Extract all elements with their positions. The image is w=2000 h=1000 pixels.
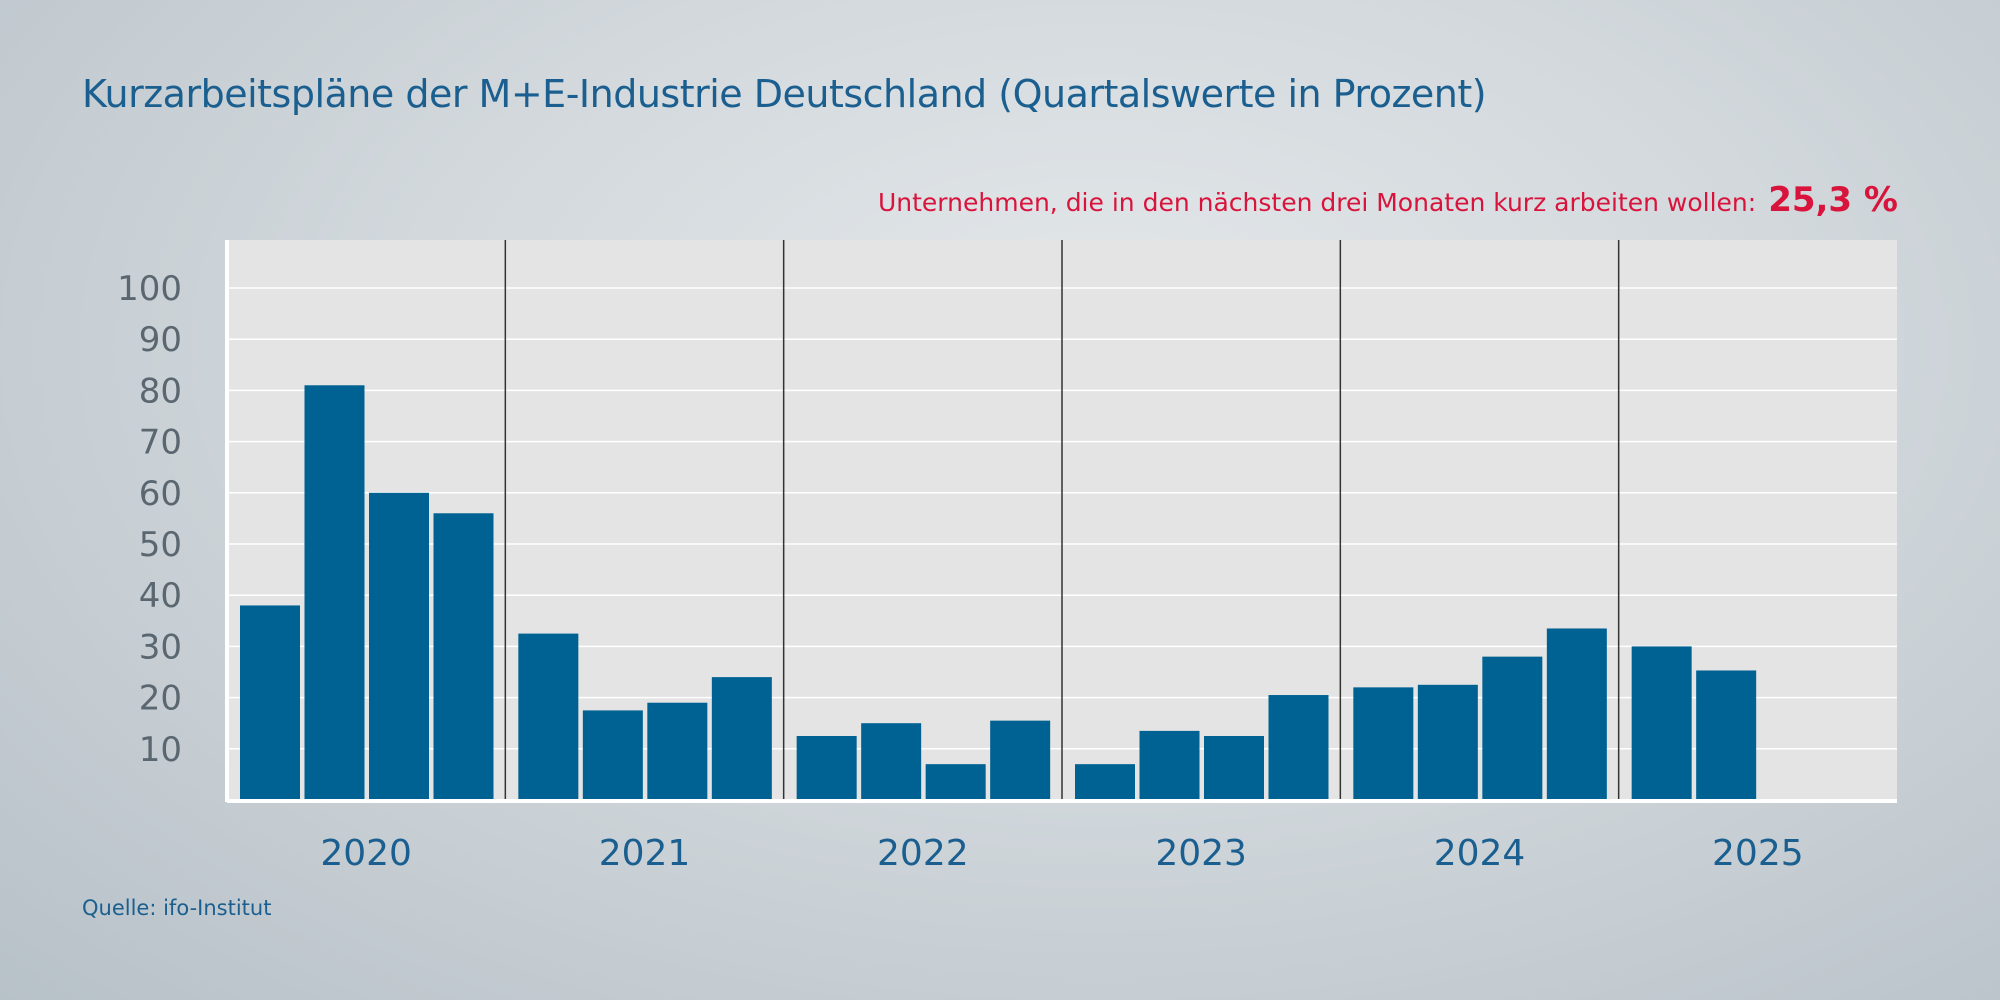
source-note: Quelle: ifo-Institut — [82, 896, 272, 920]
y-tick-label: 60 — [139, 474, 182, 514]
bar — [1631, 646, 1692, 800]
bars — [240, 385, 1757, 800]
x-category-label: 2022 — [877, 833, 969, 874]
y-tick-label: 100 — [117, 269, 182, 309]
x-category-label: 2024 — [1434, 833, 1526, 874]
x-category-label: 2021 — [599, 833, 691, 874]
x-category-label: 2025 — [1712, 833, 1804, 874]
bar — [518, 633, 579, 800]
highlight-label: Unternehmen, die in den nächsten drei Mo… — [877, 188, 1757, 217]
x-category-label: 2020 — [320, 833, 412, 874]
x-category-label: 2023 — [1155, 833, 1247, 874]
year-dividers — [504, 240, 1620, 800]
y-tick-label: 40 — [139, 576, 182, 616]
bar — [1482, 656, 1543, 800]
bar — [990, 720, 1051, 800]
y-tick-label: 30 — [139, 627, 182, 667]
bar — [1204, 736, 1264, 800]
bar — [1546, 628, 1607, 800]
y-tick-label: 20 — [139, 679, 182, 719]
bar — [711, 677, 772, 800]
y-tick-label: 70 — [139, 423, 182, 463]
y-tick-label: 10 — [139, 730, 182, 770]
bar — [304, 385, 365, 800]
bar — [1353, 687, 1414, 800]
chart-title: Kurzarbeitspläne der M+E-Industrie Deuts… — [82, 72, 1487, 116]
bar — [433, 513, 494, 800]
y-tick-labels: 10 20 30 40 50 60 70 80 90 100 — [117, 269, 182, 770]
bar — [1268, 695, 1329, 800]
y-tick-label: 50 — [139, 525, 182, 565]
bar — [369, 492, 429, 800]
highlight-value: 25,3 % — [1768, 180, 1898, 220]
bar — [240, 605, 300, 800]
bar — [861, 723, 922, 800]
y-tick-label: 80 — [139, 371, 182, 411]
bar — [582, 710, 643, 800]
bar — [1417, 684, 1478, 800]
y-tick-label: 90 — [139, 320, 182, 360]
x-category-labels: 2020 2021 2022 2023 2024 2025 — [320, 833, 1803, 874]
bar — [647, 702, 708, 800]
bar — [925, 764, 986, 800]
bar — [796, 736, 857, 800]
highlight-note: Unternehmen, die in den nächsten drei Mo… — [878, 180, 1898, 220]
bar — [1696, 670, 1757, 800]
bar — [1075, 764, 1135, 800]
bar — [1139, 730, 1200, 800]
